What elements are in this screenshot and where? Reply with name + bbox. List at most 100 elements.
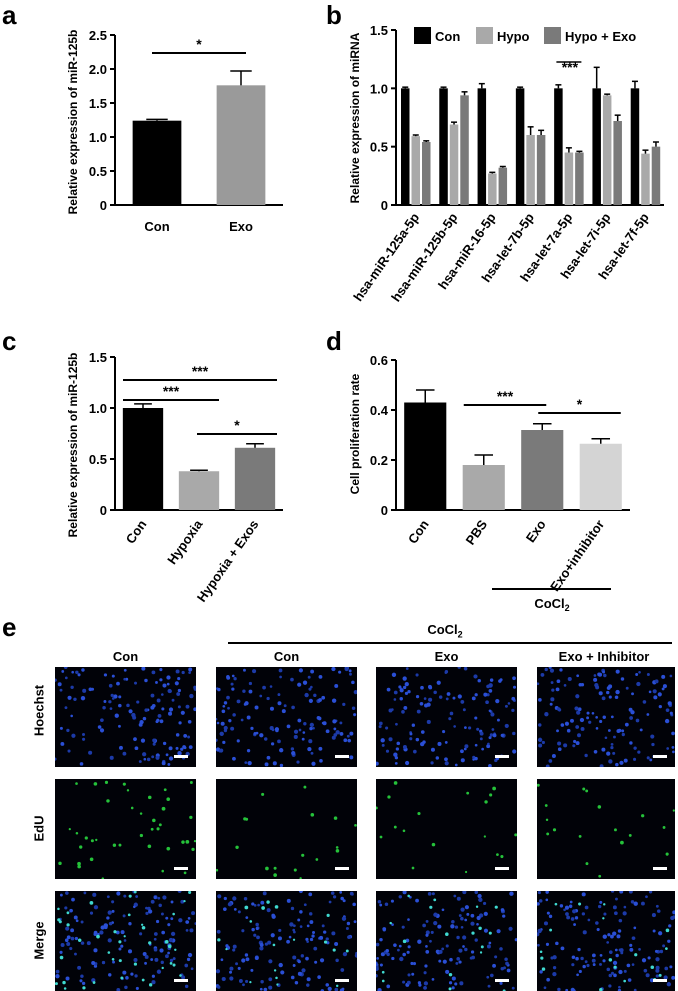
- nucleus-edu: [332, 948, 336, 952]
- nucleus-blue: [216, 738, 218, 742]
- nucleus-blue: [328, 900, 332, 904]
- nucleus-edu: [130, 806, 134, 810]
- nucleus-blue: [220, 721, 225, 726]
- nucleus-edu: [59, 955, 64, 960]
- nucleus-blue: [564, 721, 570, 726]
- nucleus-blue: [155, 755, 160, 760]
- nucleus-blue: [599, 719, 603, 724]
- nucleus-blue: [67, 695, 72, 700]
- nucleus-blue: [441, 908, 445, 912]
- nucleus-blue: [463, 667, 468, 671]
- scale-bar: [335, 867, 349, 870]
- nucleus-blue: [597, 904, 602, 909]
- nucleus-blue: [307, 746, 312, 752]
- nucleus-blue: [335, 730, 340, 735]
- nucleus-edu: [172, 963, 176, 967]
- nucleus-blue: [168, 756, 174, 761]
- nucleus-edu: [141, 925, 146, 930]
- nucleus-edu: [376, 806, 378, 810]
- nucleus-blue: [70, 685, 74, 689]
- nucleus-blue: [65, 891, 69, 895]
- nucleus-blue: [159, 668, 163, 672]
- nucleus-blue: [563, 684, 567, 687]
- nucleus-blue: [189, 928, 194, 933]
- nucleus-blue: [144, 708, 148, 712]
- nucleus-blue: [458, 960, 462, 964]
- nucleus-blue: [388, 737, 393, 742]
- nucleus-blue: [667, 939, 671, 943]
- nucleus-blue: [341, 987, 345, 991]
- nucleus-blue: [319, 958, 325, 963]
- nucleus-blue: [390, 899, 394, 903]
- nucleus-blue: [376, 957, 379, 960]
- nucleus-blue: [145, 911, 149, 916]
- nucleus-blue: [100, 718, 104, 723]
- nucleus-blue: [162, 741, 167, 746]
- nucleus-blue: [406, 980, 411, 985]
- plot-b-bar: [488, 173, 497, 205]
- nucleus-blue: [556, 679, 561, 684]
- nucleus-edu: [480, 945, 484, 949]
- nucleus-blue: [331, 931, 336, 936]
- nucleus-blue: [323, 930, 327, 934]
- nucleus-blue: [159, 719, 164, 724]
- nucleus-edu: [189, 815, 193, 820]
- nucleus-blue: [619, 891, 624, 894]
- nucleus-blue: [122, 970, 127, 975]
- nucleus-blue: [464, 726, 467, 729]
- nucleus-edu: [275, 976, 278, 980]
- nucleus-blue: [297, 971, 302, 976]
- nucleus-blue: [453, 894, 457, 898]
- nucleus-blue: [223, 907, 227, 912]
- nucleus-blue: [576, 973, 579, 977]
- nucleus-blue: [309, 912, 313, 916]
- plot-d-bar: [462, 465, 505, 510]
- nucleus-blue: [111, 900, 115, 904]
- nucleus-blue: [381, 743, 385, 747]
- panel-letter-b: b: [326, 0, 342, 30]
- nucleus-blue: [636, 681, 641, 687]
- nucleus-blue: [573, 739, 577, 744]
- nucleus-blue: [304, 692, 309, 698]
- nucleus-blue: [614, 948, 618, 952]
- nucleus-blue: [339, 721, 343, 725]
- nucleus-blue: [506, 968, 511, 973]
- nucleus-blue: [187, 917, 191, 920]
- nucleus-blue: [246, 715, 251, 720]
- nucleus-blue: [303, 722, 307, 726]
- nucleus-blue: [444, 671, 448, 674]
- nucleus-blue: [537, 737, 543, 743]
- nucleus-blue: [159, 948, 164, 953]
- nucleus-blue: [550, 681, 554, 684]
- plot-b-bar: [630, 88, 640, 205]
- nucleus-blue: [322, 721, 327, 726]
- nucleus-blue: [427, 684, 432, 689]
- nucleus-edu: [57, 907, 60, 911]
- nucleus-blue: [71, 733, 76, 738]
- nucleus-blue: [445, 697, 449, 701]
- nucleus-blue: [223, 896, 227, 901]
- nucleus-blue: [574, 706, 579, 711]
- nucleus-blue: [415, 695, 420, 699]
- nucleus-blue: [476, 915, 481, 921]
- nucleus-blue: [671, 745, 675, 749]
- nucleus-blue: [620, 677, 625, 681]
- nucleus-blue: [559, 904, 564, 908]
- nucleus-blue: [470, 950, 475, 954]
- nucleus-blue: [349, 891, 354, 896]
- nucleus-edu: [161, 966, 164, 970]
- nucleus-blue: [661, 687, 665, 691]
- nucleus-blue: [537, 682, 540, 686]
- nucleus-blue: [172, 957, 176, 961]
- nucleus-blue: [118, 695, 122, 699]
- nucleus-edu: [244, 905, 249, 910]
- nucleus-blue: [580, 956, 584, 961]
- nucleus-blue: [666, 982, 672, 987]
- nucleus-blue: [556, 707, 561, 711]
- plot-c-category-label: Hypoxia + Exos: [194, 517, 262, 605]
- nucleus-blue: [102, 705, 106, 710]
- nucleus-blue: [595, 921, 599, 925]
- nucleus-blue: [635, 672, 639, 676]
- nucleus-blue: [175, 746, 179, 750]
- nucleus-blue: [263, 737, 268, 741]
